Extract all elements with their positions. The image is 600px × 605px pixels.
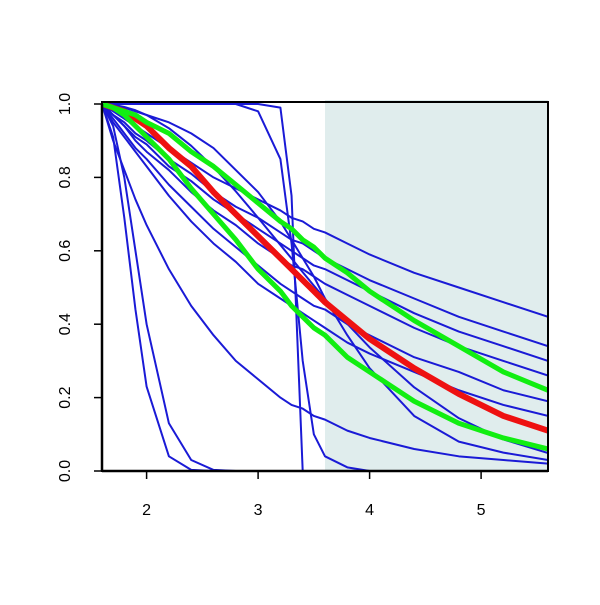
- data-line: [102, 103, 548, 417]
- axes: 2 3 4 5 0.0 0.2 0.4 0.6 0.8 1.0: [57, 93, 549, 519]
- x-tick-label: 5: [477, 502, 486, 519]
- y-tick-label: 0.0: [57, 460, 74, 482]
- x-tick-label: 4: [365, 502, 374, 519]
- x-tick-label: 3: [254, 502, 263, 519]
- y-tick-label: 0.2: [57, 386, 74, 408]
- y-tick-label: 0.8: [57, 166, 74, 188]
- y-tick-label: 0.4: [57, 313, 74, 335]
- y-tick-label: 1.0: [57, 93, 74, 115]
- x-tick-label: 2: [142, 502, 151, 519]
- y-tick-label: 0.6: [57, 240, 74, 262]
- plot-area: [102, 100, 548, 472]
- data-line: [102, 103, 548, 348]
- data-line: [102, 103, 548, 403]
- data-line: [102, 101, 548, 393]
- data-line: [102, 103, 548, 465]
- data-line: [102, 103, 548, 362]
- data-line: [102, 101, 548, 452]
- data-line: [102, 103, 548, 454]
- data-line: [102, 101, 548, 434]
